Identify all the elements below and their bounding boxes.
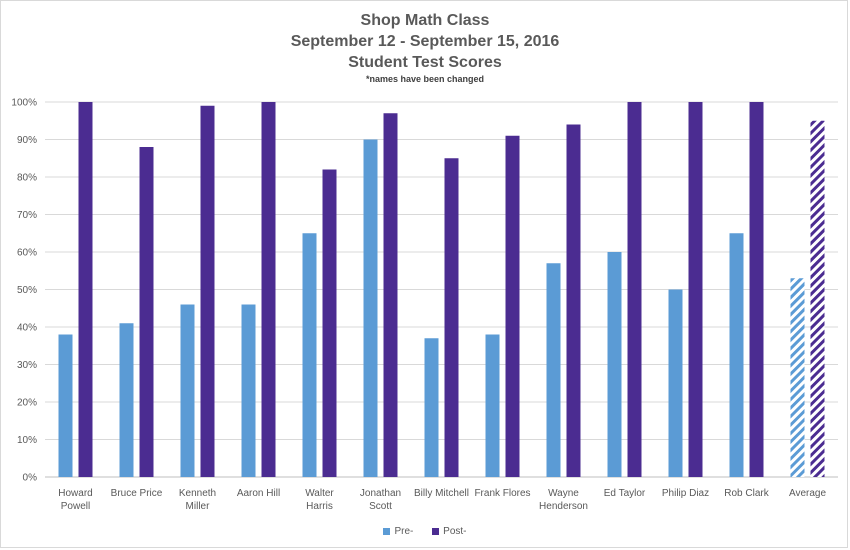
legend-label-post: Post- [443, 526, 467, 537]
bar-post: Rob Clark Post- 100% [749, 102, 764, 477]
y-axis: 0% 10% 20% 30% 40% 50% 60% 70% 80% 90% 100% [11, 98, 37, 484]
y-tick-label: 50% [17, 285, 37, 296]
bar-pre: Wayne Henderson Pre- 57% [546, 263, 561, 477]
bars: Howard Powell Pre- 38% Howard Powell Post… [58, 102, 825, 477]
legend-swatch-post [432, 528, 440, 535]
bar-post: Frank Flores Post- 91% [505, 135, 520, 477]
y-tick-label: 0% [23, 473, 38, 484]
bar-pre: Philip Diaz Pre- 50% [668, 289, 683, 477]
y-tick-label: 80% [17, 173, 37, 184]
x-tick-label: Walter Harris [305, 488, 334, 512]
bar-pre: Walter Harris Pre- 65% [302, 233, 317, 477]
x-tick-label: Aaron Hill [237, 488, 280, 499]
x-tick-label: Ed Taylor [604, 488, 646, 499]
x-tick-label: Kenneth Miller [179, 488, 216, 512]
x-tick-label: Rob Clark [724, 488, 769, 499]
x-tick-label: Wayne Henderson [539, 488, 588, 512]
bar-post: Walter Harris Post- 82% [322, 169, 337, 477]
bar-post: Philip Diaz Post- 100% [688, 102, 703, 477]
bar-post: Average Post- 95% [810, 120, 825, 477]
y-tick-label: 20% [17, 398, 37, 409]
bar-post: Billy Mitchell Post- 85% [444, 158, 459, 477]
y-tick-label: 70% [17, 210, 37, 221]
bar-pre: Howard Powell Pre- 38% [58, 334, 73, 477]
bar-pre: Bruce Price Pre- 41% [119, 323, 134, 477]
bar-pre: Average Pre- 53% [790, 278, 805, 477]
legend-item-post: Post- [432, 526, 467, 537]
bar-post: Ed Taylor Post- 100% [627, 102, 642, 477]
y-tick-label: 100% [11, 98, 37, 109]
bar-post: Kenneth Miller Post- 99% [200, 105, 215, 477]
chart-subtitle: September 12 - September 15, 2016 [290, 33, 560, 50]
legend-swatch-pre [383, 528, 391, 535]
chart-titles: Shop Math Class September 12 - September… [0, 10, 850, 85]
bar-post: Wayne Henderson Post- 94% [566, 124, 581, 477]
x-tick-label: Philip Diaz [662, 488, 709, 499]
bar-post: Jonathan Scott Post- 97% [383, 113, 398, 477]
y-tick-label: 60% [17, 248, 37, 259]
bar-pre: Jonathan Scott Pre- 90% [363, 139, 378, 477]
chart-title: Shop Math Class [360, 12, 490, 29]
bar-post: Howard Powell Post- 100% [78, 102, 93, 477]
chart-subtitle-2: Student Test Scores [348, 54, 502, 71]
legend-item-pre: Pre- [383, 526, 413, 537]
y-tick-label: 90% [17, 135, 37, 146]
y-tick-label: 40% [17, 323, 37, 334]
bar-pre: Rob Clark Pre- 65% [729, 233, 744, 477]
y-tick-label: 10% [17, 435, 37, 446]
bar-pre: Aaron Hill Pre- 46% [241, 304, 256, 477]
legend: Pre- Post- [0, 526, 850, 538]
x-tick-label: Bruce Price [111, 488, 163, 499]
bar-pre: Ed Taylor Pre- 60% [607, 252, 622, 477]
x-tick-label: Jonathan Scott [360, 488, 401, 512]
x-tick-label: Howard Powell [58, 488, 92, 512]
y-tick-label: 30% [17, 360, 37, 371]
bar-post: Bruce Price Post- 88% [139, 147, 154, 477]
bar-pre: Billy Mitchell Pre- 37% [424, 338, 439, 477]
gridlines [45, 101, 838, 478]
bar-pre: Kenneth Miller Pre- 46% [180, 304, 195, 477]
bar-post: Aaron Hill Post- 100% [261, 102, 276, 477]
bar-pre: Frank Flores Pre- 38% [485, 334, 500, 477]
x-tick-label: Billy Mitchell [414, 488, 469, 499]
x-tick-label: Average [789, 488, 827, 499]
x-tick-label: Frank Flores [474, 488, 530, 499]
x-axis: Howard Powell Bruce Price Kenneth Miller Aaro… [58, 488, 826, 512]
legend-label-pre: Pre- [394, 526, 414, 537]
chart-note: *names have been changed [365, 74, 485, 84]
